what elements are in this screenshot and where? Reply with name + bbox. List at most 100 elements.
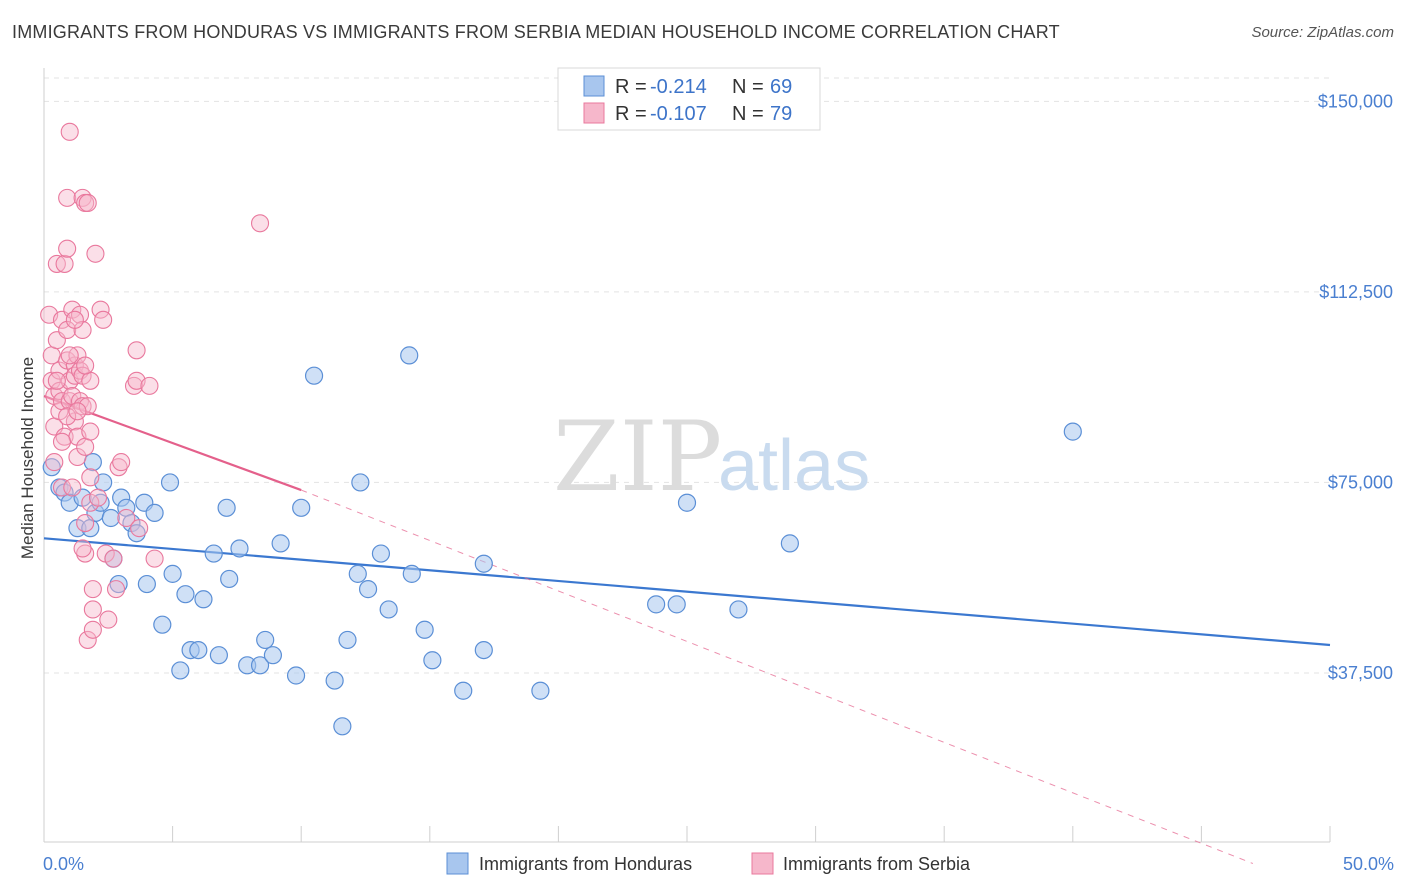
legend-r-value-serbia: -0.107 xyxy=(650,103,707,125)
data-point-serbia xyxy=(104,549,123,568)
bottom-legend: Immigrants from Honduras Immigrants from… xyxy=(446,852,971,875)
legend-swatch-honduras xyxy=(583,75,605,97)
data-point-honduras xyxy=(402,564,421,583)
bottom-legend-swatch-serbia xyxy=(751,852,774,875)
data-point-serbia xyxy=(130,519,149,538)
x-tick-label: 0.0% xyxy=(43,854,84,874)
data-point-honduras xyxy=(153,615,172,634)
data-point-honduras xyxy=(163,564,182,583)
data-point-serbia xyxy=(52,478,72,497)
data-point-honduras xyxy=(400,346,419,365)
data-point-serbia xyxy=(55,254,74,273)
data-point-serbia xyxy=(76,437,95,456)
data-point-honduras xyxy=(220,569,239,589)
data-point-honduras xyxy=(358,580,378,599)
data-point-serbia xyxy=(83,600,102,619)
data-point-serbia xyxy=(58,320,77,340)
data-point-serbia xyxy=(76,544,95,563)
data-point-honduras xyxy=(780,534,799,553)
data-point-honduras xyxy=(371,544,391,563)
data-point-honduras xyxy=(423,651,442,670)
data-point-honduras xyxy=(474,640,493,660)
watermark-zip: ZIP xyxy=(553,401,722,513)
legend-n-label-serbia: N = xyxy=(732,103,764,125)
data-point-honduras xyxy=(454,681,473,700)
data-point-honduras xyxy=(209,646,228,665)
tick-labels: $37,500 $75,000 $112,500 $150,000 0.0% 50.0% xyxy=(43,91,1394,874)
data-point-serbia xyxy=(112,453,131,472)
data-point-serbia xyxy=(81,371,100,390)
legend-r-label-serbia: R = xyxy=(615,103,647,125)
data-point-honduras xyxy=(531,681,550,700)
data-point-serbia xyxy=(88,488,108,507)
y-tick-label: $75,000 xyxy=(1328,472,1393,492)
data-point-honduras xyxy=(160,473,180,492)
data-point-serbia xyxy=(78,630,97,649)
data-point-honduras xyxy=(348,564,367,583)
data-point-honduras xyxy=(729,600,748,619)
data-point-honduras xyxy=(109,574,128,594)
data-point-honduras xyxy=(333,717,352,736)
trend-line-honduras xyxy=(43,537,1331,647)
data-point-honduras xyxy=(217,498,236,517)
data-point-honduras xyxy=(230,539,249,558)
data-point-honduras xyxy=(127,524,146,543)
data-point-honduras xyxy=(263,646,283,665)
series-serbia xyxy=(40,122,270,649)
data-point-honduras xyxy=(351,473,370,492)
data-point-serbia xyxy=(86,244,105,263)
trend-line-serbia-extension xyxy=(301,489,1254,864)
data-point-honduras xyxy=(1063,422,1082,441)
data-point-serbia xyxy=(124,376,144,395)
data-point-honduras xyxy=(286,666,306,685)
data-point-honduras xyxy=(271,534,290,553)
data-point-serbia xyxy=(76,514,95,533)
data-point-serbia xyxy=(83,580,102,599)
data-point-serbia xyxy=(68,346,87,365)
data-point-serbia xyxy=(63,478,82,497)
data-point-serbia xyxy=(109,458,128,477)
legend: R = -0.214 N = 69 R = -0.107 N = 79 xyxy=(557,67,821,131)
data-point-serbia xyxy=(60,346,79,365)
data-point-honduras xyxy=(194,590,213,609)
legend-r-value-honduras: -0.214 xyxy=(650,76,707,98)
y-axis-label: Median Household Income xyxy=(18,357,37,559)
data-point-serbia xyxy=(42,346,61,365)
data-point-serbia xyxy=(58,188,77,207)
data-point-serbia xyxy=(73,397,92,416)
data-point-serbia xyxy=(58,407,77,426)
data-point-serbia xyxy=(52,432,72,451)
data-point-serbia xyxy=(117,508,136,528)
data-point-serbia xyxy=(65,310,84,329)
bottom-legend-swatch-honduras xyxy=(446,852,469,875)
data-point-serbia xyxy=(47,254,66,273)
data-point-honduras xyxy=(171,661,190,680)
data-point-serbia xyxy=(81,422,100,441)
data-point-serbia xyxy=(99,610,118,629)
data-point-honduras xyxy=(647,595,666,614)
data-point-serbia xyxy=(78,193,97,213)
data-point-serbia xyxy=(106,580,126,599)
data-point-serbia xyxy=(68,447,87,467)
data-point-honduras xyxy=(176,585,195,604)
data-point-honduras xyxy=(667,595,686,614)
data-point-honduras xyxy=(304,366,324,385)
data-point-serbia xyxy=(42,371,61,390)
watermark-atlas: atlas xyxy=(718,426,870,506)
legend-swatch-serbia xyxy=(583,102,605,124)
data-point-serbia xyxy=(58,239,77,258)
data-point-serbia xyxy=(78,397,97,416)
data-point-serbia xyxy=(250,214,270,233)
bottom-legend-label-honduras: Immigrants from Honduras xyxy=(479,854,692,874)
data-point-honduras xyxy=(677,493,697,512)
data-point-honduras xyxy=(189,640,208,660)
data-point-serbia xyxy=(81,468,100,487)
axes xyxy=(43,68,1331,843)
legend-r-label-honduras: R = xyxy=(615,76,647,98)
data-point-serbia xyxy=(73,320,92,340)
data-point-serbia xyxy=(55,427,74,446)
x-tick-label: 50.0% xyxy=(1343,854,1394,874)
data-point-honduras xyxy=(145,503,164,523)
data-point-serbia xyxy=(73,539,92,558)
